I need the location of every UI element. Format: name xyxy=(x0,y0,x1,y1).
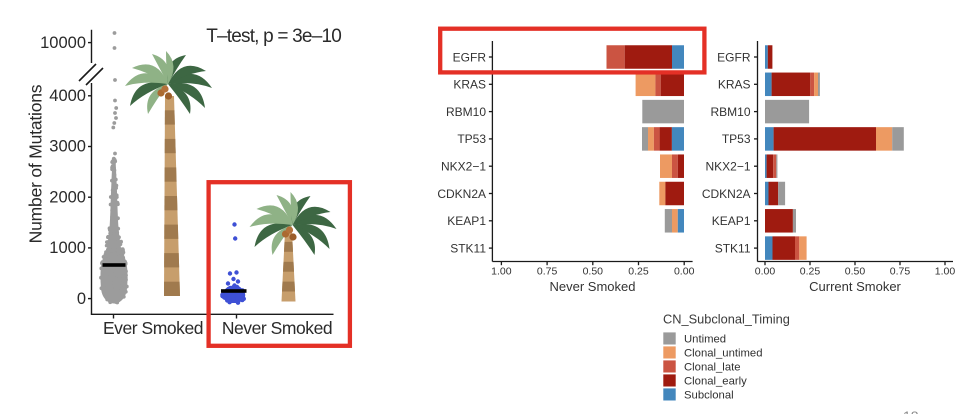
svg-text:1.00: 1.00 xyxy=(491,266,512,278)
svg-text:Untimed: Untimed xyxy=(684,334,726,346)
svg-text:KEAP1: KEAP1 xyxy=(447,214,486,228)
svg-text:KEAP1: KEAP1 xyxy=(712,214,751,228)
svg-text:CN_Subclonal_Timing: CN_Subclonal_Timing xyxy=(663,311,790,326)
svg-text:Subclonal: Subclonal xyxy=(684,390,734,402)
svg-text:10000: 10000 xyxy=(40,34,86,52)
svg-text:CDKN2A: CDKN2A xyxy=(437,187,486,201)
svg-text:0.75: 0.75 xyxy=(537,266,558,278)
svg-text:0.50: 0.50 xyxy=(583,266,604,278)
svg-text:CDKN2A: CDKN2A xyxy=(702,187,751,201)
svg-text:2000: 2000 xyxy=(49,188,86,206)
svg-text:3000: 3000 xyxy=(49,138,86,156)
svg-text:Never Smoked: Never Smoked xyxy=(222,318,332,338)
svg-text:RBM10: RBM10 xyxy=(446,105,486,119)
svg-text:Clonal_late: Clonal_late xyxy=(684,362,741,374)
svg-text:Clonal_untimed: Clonal_untimed xyxy=(684,348,763,360)
svg-text:NKX2−1: NKX2−1 xyxy=(441,160,486,174)
svg-text:T–test, p = 3e–10: T–test, p = 3e–10 xyxy=(206,26,341,47)
svg-text:18: 18 xyxy=(903,408,919,414)
svg-text:0.75: 0.75 xyxy=(890,266,911,278)
svg-text:0.00: 0.00 xyxy=(755,266,776,278)
svg-text:NKX2−1: NKX2−1 xyxy=(705,160,750,174)
svg-text:1000: 1000 xyxy=(49,239,86,257)
svg-text:Number of Mutations: Number of Mutations xyxy=(25,84,45,243)
svg-text:4000: 4000 xyxy=(49,87,86,105)
svg-text:0: 0 xyxy=(77,290,86,308)
svg-text:0.50: 0.50 xyxy=(845,266,866,278)
svg-text:0.00: 0.00 xyxy=(674,266,695,278)
svg-text:0.25: 0.25 xyxy=(628,266,649,278)
svg-text:KRAS: KRAS xyxy=(453,78,486,92)
svg-text:RBM10: RBM10 xyxy=(710,105,750,119)
svg-text:Ever Smoked: Ever Smoked xyxy=(103,318,203,338)
svg-text:TP53: TP53 xyxy=(722,132,751,146)
svg-text:TP53: TP53 xyxy=(457,132,486,146)
svg-text:STK11: STK11 xyxy=(450,241,486,255)
svg-text:Current Smoker: Current Smoker xyxy=(809,279,901,294)
svg-text:EGFR: EGFR xyxy=(717,50,751,64)
svg-text:1.00: 1.00 xyxy=(935,266,956,278)
svg-text:Never Smoked: Never Smoked xyxy=(550,279,636,294)
svg-text:0.25: 0.25 xyxy=(800,266,821,278)
svg-text:STK11: STK11 xyxy=(715,241,751,255)
svg-text:EGFR: EGFR xyxy=(453,50,487,64)
svg-text:KRAS: KRAS xyxy=(718,78,751,92)
svg-text:Clonal_early: Clonal_early xyxy=(684,376,747,388)
